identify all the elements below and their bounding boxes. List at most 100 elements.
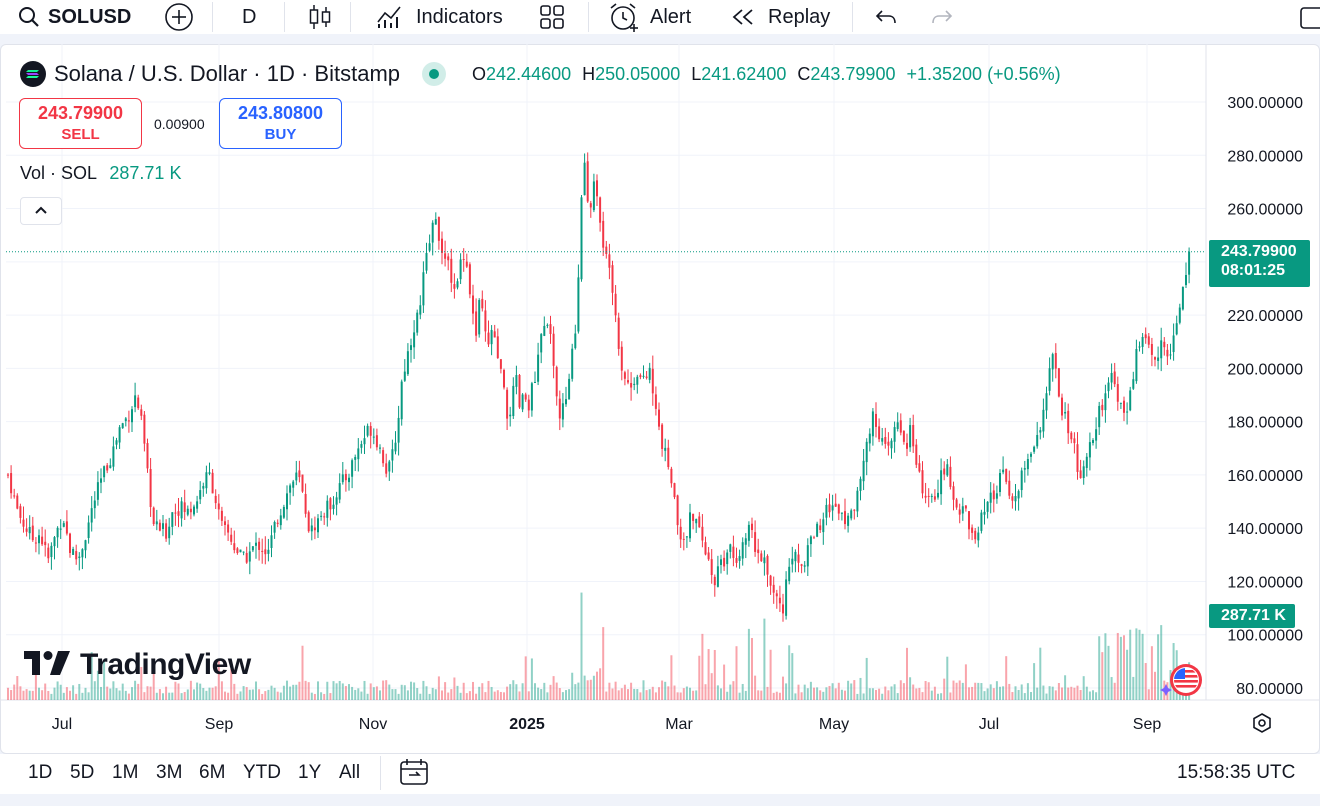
chart-type-button[interactable] [308,0,332,34]
volume-bar [707,649,710,700]
interval-button[interactable]: D [242,0,256,34]
volume-bar [1157,634,1160,700]
volume-bar [968,687,970,700]
candle-body [360,444,363,448]
candle-body [478,300,481,335]
alert-button[interactable]: Alert [608,0,691,34]
close-label: C [797,63,811,84]
volume-label: Vol · SOL [20,163,97,183]
toolbar-divider [588,2,589,32]
candle-body [772,584,775,593]
volume-bar [447,692,450,700]
volume-bar [428,693,431,700]
compare-symbol-button[interactable] [164,0,194,34]
economic-events-badge[interactable] [1158,662,1206,703]
candle-body [518,374,521,408]
volume-bar [561,692,564,700]
volume-bar [400,684,403,700]
candle-body [673,483,676,498]
candle-body [995,493,998,499]
volume-bar [617,690,620,700]
candle-body [961,506,964,514]
volume-bar [338,680,341,700]
volume-bar [298,681,301,700]
candle-body [716,566,719,587]
candle-body [326,500,329,518]
volume-bar [87,692,90,700]
indicators-button[interactable]: Indicators [376,0,503,34]
candle-body [292,481,295,488]
range-button-all[interactable]: All [339,762,361,783]
volume-legend[interactable]: Vol · SOL 287.71 K [20,163,181,184]
volume-bar [124,690,127,700]
price-chart[interactable]: 300.00000280.00000260.00000240.00000220.… [0,44,1320,754]
undo-button[interactable] [874,0,898,34]
fullscreen-button[interactable] [1300,0,1320,34]
volume-bar [620,688,623,700]
undo-icon [874,7,898,27]
y-tick-label: 140.00000 [1227,521,1303,538]
layouts-button[interactable] [540,0,564,34]
volume-bar [44,683,47,700]
candle-body [859,478,862,491]
candle-body [1017,491,1020,499]
bottom-toolbar [0,754,1320,794]
candle-body [785,579,788,616]
volume-bar [28,690,31,700]
chart-title[interactable]: Solana / U.S. Dollar · 1D · Bitstamp [54,61,401,86]
volume-bar [695,690,698,700]
candle-body [1178,307,1181,323]
candle-body [112,446,115,467]
y-tick-label: 300.00000 [1227,95,1303,112]
volume-bar [459,692,462,700]
volume-bar [1082,676,1085,700]
range-button-3m[interactable]: 3M [156,762,183,783]
volume-bar [627,689,629,700]
tradingview-logo[interactable]: TradingView [24,648,251,682]
volume-bar [543,682,546,700]
y-tick-label: 200.00000 [1227,361,1303,378]
candle-body [1057,368,1060,397]
volume-bar [912,684,915,700]
range-button-ytd[interactable]: YTD [243,762,281,783]
range-button-1m[interactable]: 1M [112,762,139,783]
go-to-date-button[interactable] [399,758,431,793]
volume-bar [416,688,419,700]
candle-body [664,447,667,451]
top-toolbar: SOLUSD D Indicators Alert Replay [0,0,1320,34]
sell-button[interactable]: 243.79900 SELL [19,98,142,149]
volume-bar [670,655,673,700]
volume-bar [379,690,381,700]
buy-button[interactable]: 243.80800 BUY [219,98,342,149]
scale-settings-button[interactable] [1251,712,1273,739]
candle-body [1107,382,1110,392]
candle-body [84,540,87,551]
volume-bar [487,680,490,700]
symbol-search-button[interactable]: SOLUSD [18,0,131,34]
candle-body [276,522,279,524]
range-button-1y[interactable]: 1Y [298,762,322,783]
candle-body [1076,444,1079,472]
volume-value: 287.71 K [109,163,182,183]
candle-body [989,492,992,503]
candle-body [1119,402,1122,404]
volume-bar [586,680,589,700]
candle-body [974,530,977,540]
range-button-5d[interactable]: 5D [70,762,95,783]
range-button-6m[interactable]: 6M [199,762,226,783]
volume-bar [1135,628,1138,700]
volume-bar [193,689,195,700]
volume-bar [552,676,555,700]
candle-body [769,575,772,586]
candle-body [75,551,78,560]
high-value: 250.05000 [595,63,681,84]
candle-body [586,161,589,202]
candle-body [1113,371,1116,385]
redo-button[interactable] [930,0,954,34]
last-price-tag: 243.79900 08:01:25 [1209,240,1310,287]
candle-body [115,440,118,445]
collapse-legend-button[interactable] [20,197,62,225]
utc-clock[interactable]: 15:58:35 UTC [1177,762,1296,783]
range-button-1d[interactable]: 1D [28,762,53,783]
replay-button[interactable]: Replay [730,0,830,34]
